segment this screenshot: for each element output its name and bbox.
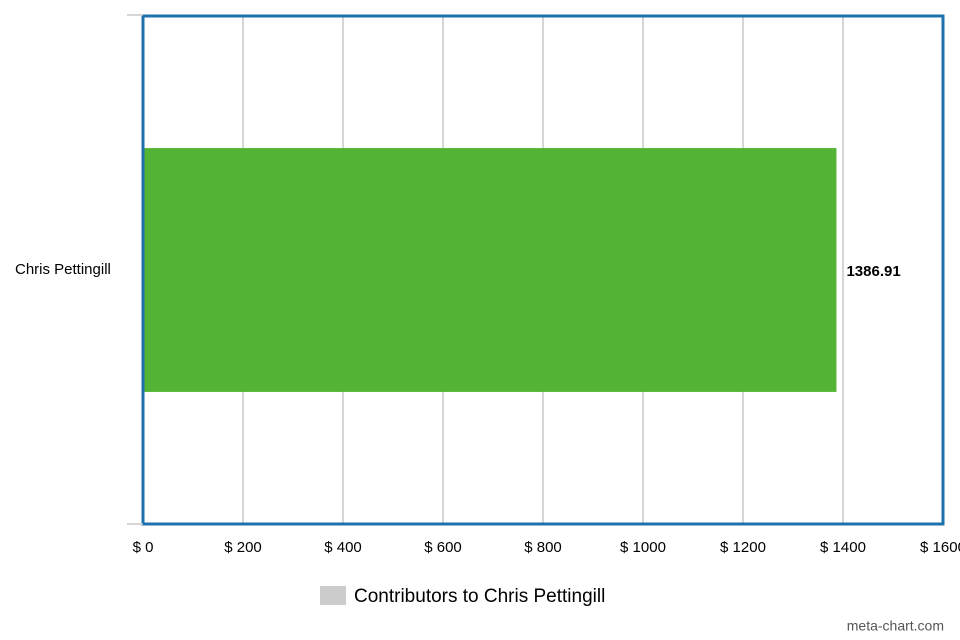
x-tick-label: $ 0 bbox=[133, 539, 154, 556]
watermark: meta-chart.com bbox=[847, 618, 944, 634]
x-tick-label: $ 1000 bbox=[620, 539, 666, 556]
x-tick-label: $ 200 bbox=[224, 539, 262, 556]
y-tick-label: Chris Pettingill bbox=[15, 261, 111, 278]
plot-border bbox=[141, 14, 945, 526]
x-tick-label: $ 400 bbox=[324, 539, 362, 556]
legend: Contributors to Chris Pettingill bbox=[320, 586, 605, 607]
legend-swatch bbox=[320, 586, 346, 605]
data-label: 1386.91 bbox=[846, 263, 900, 280]
bars bbox=[143, 148, 837, 392]
bar bbox=[143, 148, 837, 392]
x-tick-label: $ 600 bbox=[424, 539, 462, 556]
x-tick-label: $ 1200 bbox=[720, 539, 766, 556]
legend-label: Contributors to Chris Pettingill bbox=[354, 586, 605, 607]
x-tick-label: $ 800 bbox=[524, 539, 562, 556]
x-tick-label: $ 1400 bbox=[820, 539, 866, 556]
x-tick-label: $ 1600 bbox=[920, 539, 960, 556]
